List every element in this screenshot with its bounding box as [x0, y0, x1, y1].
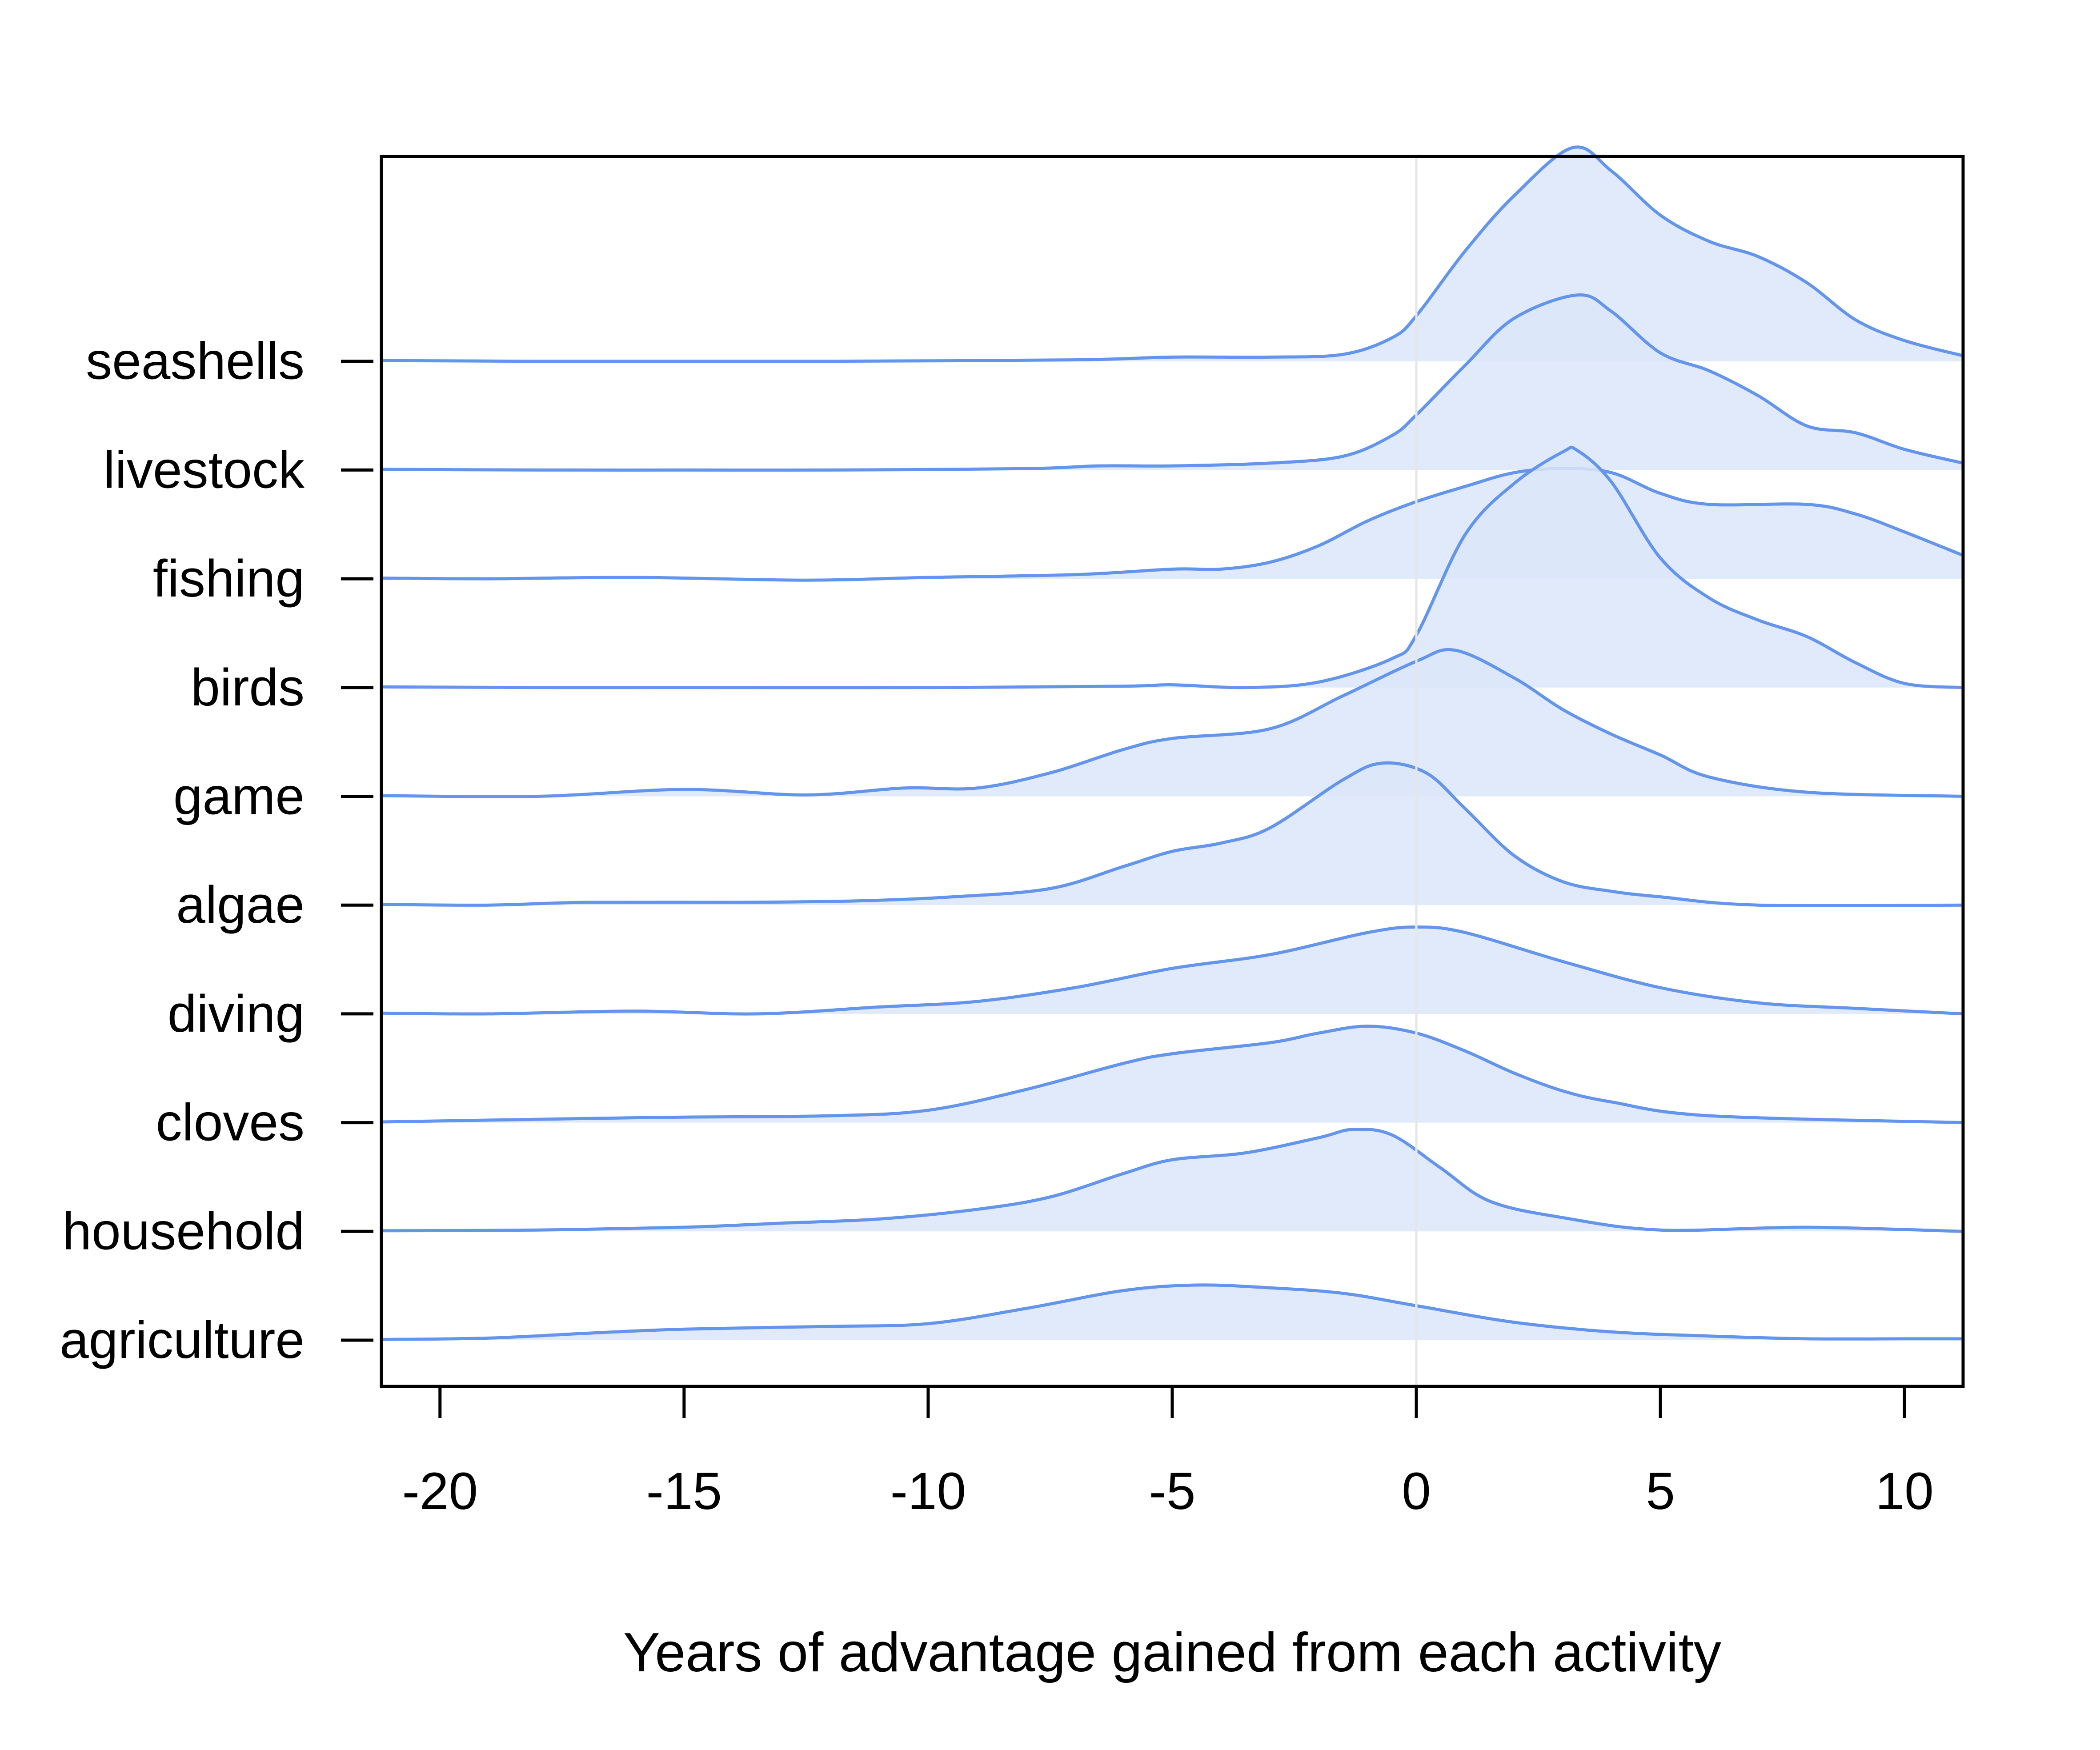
- x-tick-label--5: -5: [1149, 1462, 1196, 1521]
- ridge-area-livestock: [381, 295, 1963, 470]
- y-tick-label-agriculture: agriculture: [60, 1311, 305, 1370]
- y-tick-label-seashells: seashells: [86, 332, 305, 391]
- y-axis: agriculture household cloves diving algae gam…: [60, 332, 373, 1370]
- ridge-line-agriculture: [381, 1283, 1963, 1341]
- x-tick-label--10: -10: [890, 1462, 966, 1521]
- ridge-area-diving: [381, 927, 1963, 1014]
- ridge-area-birds: [381, 447, 1963, 688]
- ridge-area-game: [381, 649, 1963, 797]
- ridge-line-cloves: [381, 1025, 1964, 1125]
- ridge-line-livestock: [381, 293, 1964, 472]
- y-tick-label-livestock: livestock: [104, 441, 305, 499]
- x-tick-label-10: 10: [1876, 1462, 1934, 1521]
- y-tick-label-diving: diving: [168, 985, 305, 1043]
- ridge-line-algae: [381, 761, 1964, 908]
- y-tick-label-fishing: fishing: [153, 549, 305, 608]
- ridge-line-household: [381, 1127, 1964, 1233]
- ridge-area-cloves: [381, 1026, 1963, 1123]
- x-axis-title: Years of advantage gained from each acti…: [623, 1622, 1721, 1683]
- x-tick-label--20: -20: [402, 1462, 478, 1521]
- ridge-line-birds: [381, 445, 1964, 689]
- y-tick-label-cloves: cloves: [156, 1093, 305, 1152]
- ridge-area-agriculture: [381, 1285, 1963, 1340]
- y-tick-label-algae: algae: [176, 876, 305, 934]
- y-tick-label-household: household: [62, 1202, 305, 1261]
- ridge-layer: [381, 145, 1964, 1386]
- x-axis: -20 -15 -10 -5 0 5 10: [402, 1386, 1934, 1521]
- y-tick-label-game: game: [173, 767, 305, 826]
- ridge-area-household: [381, 1129, 1963, 1232]
- ridge-area-algae: [381, 763, 1963, 906]
- ridge-line-game: [381, 648, 1964, 798]
- ridge-area-seashells: [381, 147, 1963, 361]
- ridge-line-fishing: [381, 467, 1964, 582]
- y-tick-label-birds: birds: [191, 658, 305, 717]
- x-tick-label-0: 0: [1402, 1462, 1431, 1521]
- ridge-line-diving: [381, 925, 1964, 1016]
- x-tick-label-5: 5: [1646, 1462, 1675, 1521]
- plot-frame: [380, 155, 1965, 1388]
- ridge-area-fishing: [381, 469, 1963, 581]
- ridge-line-seashells: [381, 145, 1964, 363]
- x-tick-label--15: -15: [646, 1462, 722, 1521]
